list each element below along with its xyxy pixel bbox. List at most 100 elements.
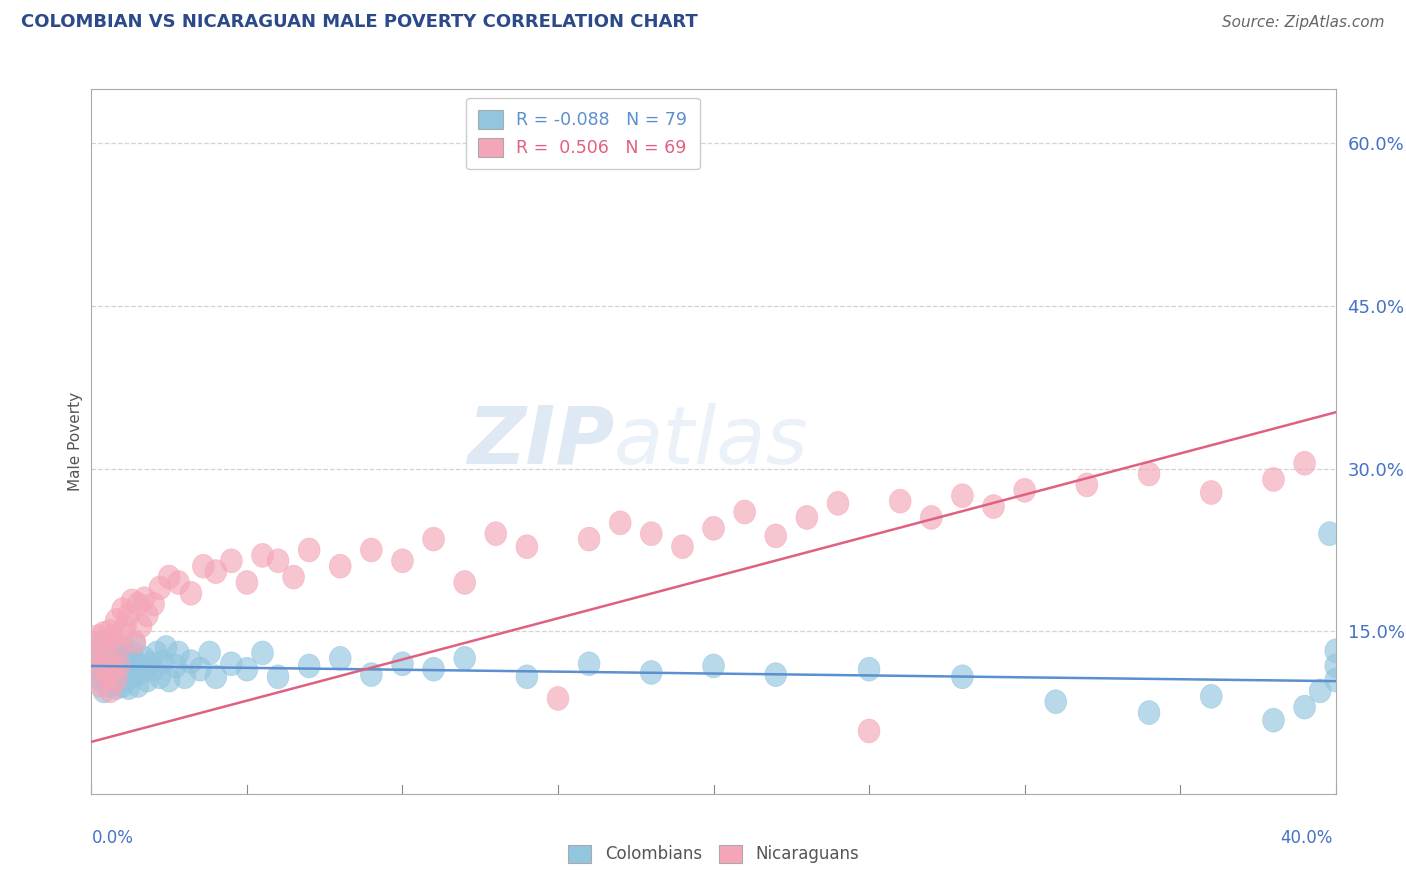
Ellipse shape <box>111 636 134 659</box>
Ellipse shape <box>1309 679 1331 703</box>
Ellipse shape <box>267 549 288 573</box>
Ellipse shape <box>641 661 662 684</box>
Ellipse shape <box>1324 639 1347 663</box>
Ellipse shape <box>167 641 190 665</box>
Ellipse shape <box>87 657 108 681</box>
Ellipse shape <box>111 673 134 698</box>
Ellipse shape <box>149 576 170 599</box>
Ellipse shape <box>146 641 167 665</box>
Ellipse shape <box>111 622 134 645</box>
Ellipse shape <box>139 652 162 676</box>
Ellipse shape <box>87 624 108 648</box>
Ellipse shape <box>703 654 724 678</box>
Ellipse shape <box>423 527 444 551</box>
Ellipse shape <box>858 657 880 681</box>
Ellipse shape <box>131 614 152 638</box>
Ellipse shape <box>1294 695 1316 719</box>
Ellipse shape <box>121 589 143 613</box>
Ellipse shape <box>105 668 127 692</box>
Ellipse shape <box>952 483 973 508</box>
Ellipse shape <box>111 654 134 678</box>
Ellipse shape <box>118 676 139 699</box>
Ellipse shape <box>827 491 849 516</box>
Ellipse shape <box>124 630 146 654</box>
Ellipse shape <box>105 657 127 681</box>
Ellipse shape <box>121 641 143 665</box>
Ellipse shape <box>180 649 202 673</box>
Ellipse shape <box>93 679 115 703</box>
Y-axis label: Male Poverty: Male Poverty <box>67 392 83 491</box>
Ellipse shape <box>111 598 134 622</box>
Ellipse shape <box>516 535 537 558</box>
Ellipse shape <box>124 649 146 673</box>
Ellipse shape <box>105 676 127 699</box>
Ellipse shape <box>1014 478 1035 502</box>
Ellipse shape <box>609 511 631 535</box>
Ellipse shape <box>134 647 155 670</box>
Ellipse shape <box>105 641 127 665</box>
Ellipse shape <box>193 554 214 578</box>
Ellipse shape <box>641 522 662 546</box>
Ellipse shape <box>165 654 186 678</box>
Legend: Colombians, Nicaraguans: Colombians, Nicaraguans <box>561 838 866 870</box>
Ellipse shape <box>454 571 475 594</box>
Ellipse shape <box>921 506 942 529</box>
Ellipse shape <box>136 668 159 692</box>
Text: COLOMBIAN VS NICARAGUAN MALE POVERTY CORRELATION CHART: COLOMBIAN VS NICARAGUAN MALE POVERTY COR… <box>21 12 697 30</box>
Text: ZIP: ZIP <box>467 402 614 481</box>
Ellipse shape <box>108 665 131 689</box>
Ellipse shape <box>1076 473 1098 497</box>
Ellipse shape <box>152 649 174 673</box>
Ellipse shape <box>118 657 139 681</box>
Ellipse shape <box>103 652 124 676</box>
Ellipse shape <box>96 632 118 657</box>
Ellipse shape <box>1294 451 1316 475</box>
Ellipse shape <box>283 566 305 589</box>
Ellipse shape <box>890 489 911 513</box>
Ellipse shape <box>983 495 1004 518</box>
Ellipse shape <box>100 654 121 678</box>
Ellipse shape <box>108 654 131 678</box>
Ellipse shape <box>90 673 111 698</box>
Ellipse shape <box>672 535 693 558</box>
Ellipse shape <box>131 661 152 684</box>
Ellipse shape <box>83 641 105 665</box>
Text: 40.0%: 40.0% <box>1281 829 1333 847</box>
Ellipse shape <box>236 571 257 594</box>
Ellipse shape <box>93 636 115 659</box>
Ellipse shape <box>115 614 136 638</box>
Ellipse shape <box>360 538 382 562</box>
Ellipse shape <box>1201 684 1222 708</box>
Ellipse shape <box>93 654 115 678</box>
Ellipse shape <box>103 657 124 681</box>
Ellipse shape <box>87 647 108 670</box>
Ellipse shape <box>198 641 221 665</box>
Ellipse shape <box>134 587 155 611</box>
Ellipse shape <box>103 668 124 692</box>
Ellipse shape <box>221 652 242 676</box>
Ellipse shape <box>952 665 973 689</box>
Ellipse shape <box>221 549 242 573</box>
Ellipse shape <box>454 647 475 670</box>
Ellipse shape <box>108 636 131 659</box>
Ellipse shape <box>252 543 273 567</box>
Ellipse shape <box>703 516 724 541</box>
Ellipse shape <box>124 632 146 657</box>
Text: atlas: atlas <box>614 402 808 481</box>
Ellipse shape <box>100 679 121 703</box>
Ellipse shape <box>103 624 124 648</box>
Ellipse shape <box>149 665 170 689</box>
Ellipse shape <box>83 641 105 665</box>
Ellipse shape <box>1324 654 1347 678</box>
Ellipse shape <box>159 668 180 692</box>
Ellipse shape <box>100 673 121 698</box>
Ellipse shape <box>765 663 786 687</box>
Ellipse shape <box>485 522 506 546</box>
Ellipse shape <box>578 652 600 676</box>
Ellipse shape <box>236 657 257 681</box>
Ellipse shape <box>143 592 165 616</box>
Ellipse shape <box>1324 668 1347 692</box>
Ellipse shape <box>205 665 226 689</box>
Ellipse shape <box>360 663 382 687</box>
Ellipse shape <box>1263 467 1284 491</box>
